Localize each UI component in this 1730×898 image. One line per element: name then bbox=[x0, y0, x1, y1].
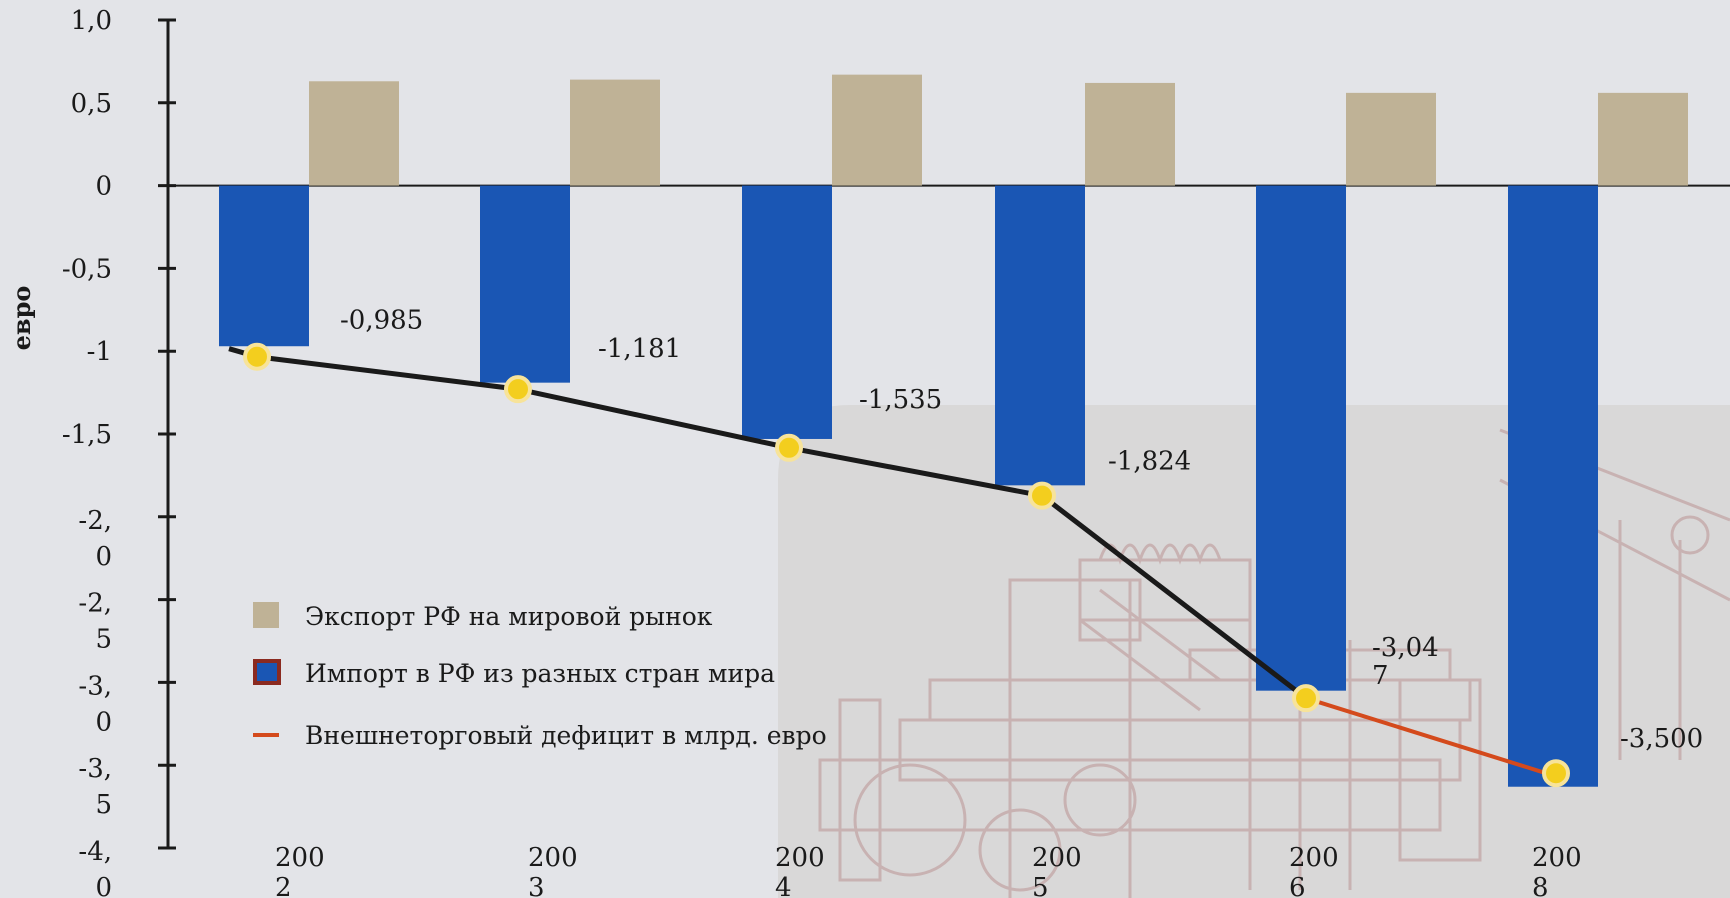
data-labels: -0,985 -1,181 -1,535 -1,824 -3,04 7 -3,500 bbox=[340, 306, 1703, 754]
deficit-point bbox=[1542, 759, 1570, 788]
x-tick-label: 200 3 bbox=[528, 843, 578, 898]
legend-label-import: Импорт в РФ из разных стран мира bbox=[305, 659, 775, 688]
x-axis-labels: 200 2 200 3 200 4 200 5 200 6 200 8 bbox=[275, 843, 1582, 898]
y-axis-title: евро bbox=[7, 286, 36, 351]
legend-swatch-export bbox=[253, 602, 279, 628]
legend-swatch-import bbox=[253, 659, 281, 685]
deficit-point bbox=[775, 433, 803, 462]
y-axis: 1,0 0,5 0 -0,5 -1 -1,5 -2, 0 -2, 5 -3, 0 -3, 5 -4, 0 bbox=[62, 6, 1730, 898]
deficit-value-label: -1,535 bbox=[859, 385, 942, 415]
bar-import bbox=[742, 185, 832, 439]
y-tick-label: -4, 0 bbox=[78, 837, 112, 898]
legend-label-deficit: Внешнеторговый дефицит в млрд. евро bbox=[305, 721, 827, 750]
background-machine-illustration bbox=[778, 405, 1730, 898]
x-tick-label: 200 5 bbox=[1032, 843, 1082, 898]
bar-export bbox=[1346, 92, 1436, 186]
bar-export bbox=[309, 81, 399, 186]
deficit-value-label: -3,500 bbox=[1620, 724, 1703, 754]
y-tick-label: -0,5 bbox=[62, 254, 112, 284]
bar-export bbox=[1598, 92, 1688, 186]
legend: Экспорт РФ на мировой рынок Импорт в РФ … bbox=[253, 602, 827, 750]
x-tick-label: 200 8 bbox=[1532, 843, 1582, 898]
bar-import bbox=[1508, 185, 1598, 787]
deficit-line bbox=[228, 342, 1570, 788]
deficit-value-label: -3,04 7 bbox=[1372, 633, 1439, 691]
bar-import bbox=[995, 185, 1085, 486]
bar-import bbox=[480, 185, 570, 383]
deficit-point bbox=[1028, 481, 1056, 510]
deficit-point bbox=[504, 375, 532, 404]
x-tick-label: 200 2 bbox=[275, 843, 325, 898]
bars bbox=[219, 74, 1688, 787]
deficit-value-label: -1,181 bbox=[598, 334, 681, 364]
x-tick-label: 200 4 bbox=[775, 843, 825, 898]
y-tick-label: -1 bbox=[87, 337, 112, 367]
deficit-value-label: -1,824 bbox=[1108, 447, 1191, 477]
y-tick-label: 0,5 bbox=[71, 89, 112, 119]
y-tick-label: -2, 0 bbox=[78, 506, 112, 572]
x-tick-label: 200 6 bbox=[1289, 843, 1339, 898]
y-tick-label: -1,5 bbox=[62, 420, 112, 450]
deficit-line-segment-2008 bbox=[1305, 696, 1547, 776]
y-tick-label: -3, 0 bbox=[78, 671, 112, 737]
bar-export bbox=[570, 79, 660, 186]
y-tick-label: -2, 5 bbox=[78, 589, 112, 655]
y-tick-label: -3, 5 bbox=[78, 754, 112, 820]
bar-export bbox=[832, 74, 922, 186]
bar-export bbox=[1085, 82, 1175, 186]
legend-label-export: Экспорт РФ на мировой рынок bbox=[305, 602, 713, 631]
y-tick-label: 1,0 bbox=[71, 6, 112, 36]
bar-import bbox=[219, 185, 309, 347]
deficit-value-label: -0,985 bbox=[340, 306, 423, 336]
deficit-point bbox=[243, 342, 271, 371]
bar-import bbox=[1256, 185, 1346, 691]
deficit-point bbox=[1292, 684, 1320, 713]
y-tick-label: 0 bbox=[95, 172, 112, 202]
